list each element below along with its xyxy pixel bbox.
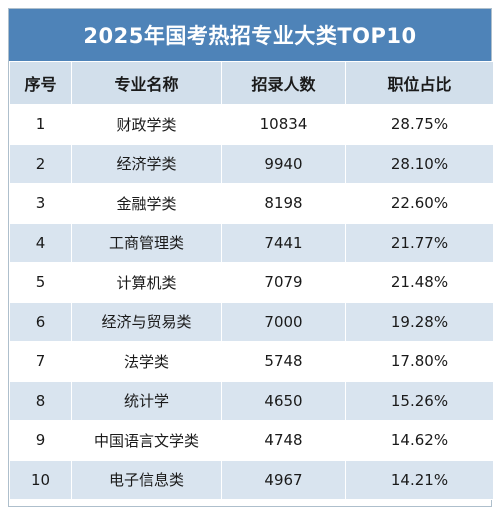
cell-ratio: 21.77%: [345, 222, 494, 263]
table-row: 5 计算机类 7079 21.48%: [9, 262, 494, 303]
cell-ratio: 14.21%: [345, 459, 494, 500]
cell-major: 工商管理类: [71, 222, 222, 263]
ranking-table: 序号 专业名称 招录人数 职位占比 1 财政学类 10834 28.75% 2 …: [9, 61, 494, 500]
cell-rank: 2: [9, 143, 72, 184]
cell-count: 4748: [221, 420, 346, 461]
header-row: 序号 专业名称 招录人数 职位占比: [9, 61, 494, 105]
header-count: 招录人数: [221, 61, 346, 105]
cell-major: 经济与贸易类: [71, 301, 222, 342]
table-row: 2 经济学类 9940 28.10%: [9, 143, 494, 184]
cell-count: 5748: [221, 341, 346, 382]
table-card: 2025年国考热招专业大类TOP10 序号 专业名称 招录人数 职位占比 1 财…: [8, 8, 494, 507]
cell-ratio: 17.80%: [345, 341, 494, 382]
cell-major: 经济学类: [71, 143, 222, 184]
header-major: 专业名称: [71, 61, 222, 105]
cell-rank: 6: [9, 301, 72, 342]
cell-count: 7000: [221, 301, 346, 342]
cell-ratio: 21.48%: [345, 262, 494, 303]
cell-count: 9940: [221, 143, 346, 184]
table-row: 10 电子信息类 4967 14.21%: [9, 459, 494, 500]
cell-major: 统计学: [71, 380, 222, 421]
cell-count: 4967: [221, 459, 346, 500]
table-row: 6 经济与贸易类 7000 19.28%: [9, 301, 494, 342]
cell-ratio: 19.28%: [345, 301, 494, 342]
cell-major: 中国语言文学类: [71, 420, 222, 461]
table-row: 7 法学类 5748 17.80%: [9, 341, 494, 382]
cell-count: 8198: [221, 183, 346, 224]
cell-major: 计算机类: [71, 262, 222, 303]
cell-rank: 8: [9, 380, 72, 421]
cell-rank: 5: [9, 262, 72, 303]
cell-ratio: 14.62%: [345, 420, 494, 461]
cell-rank: 7: [9, 341, 72, 382]
cell-count: 7441: [221, 222, 346, 263]
cell-count: 4650: [221, 380, 346, 421]
cell-rank: 1: [9, 104, 72, 145]
cell-major: 法学类: [71, 341, 222, 382]
cell-major: 财政学类: [71, 104, 222, 145]
table-row: 3 金融学类 8198 22.60%: [9, 183, 494, 224]
cell-ratio: 28.10%: [345, 143, 494, 184]
cell-major: 金融学类: [71, 183, 222, 224]
table-row: 4 工商管理类 7441 21.77%: [9, 222, 494, 263]
cell-ratio: 28.75%: [345, 104, 494, 145]
table-row: 8 统计学 4650 15.26%: [9, 380, 494, 421]
table-row: 1 财政学类 10834 28.75%: [9, 104, 494, 145]
header-ratio: 职位占比: [345, 61, 494, 105]
cell-rank: 10: [9, 459, 72, 500]
cell-major: 电子信息类: [71, 459, 222, 500]
table-row: 9 中国语言文学类 4748 14.62%: [9, 420, 494, 461]
cell-ratio: 15.26%: [345, 380, 494, 421]
table-title: 2025年国考热招专业大类TOP10: [9, 9, 491, 61]
cell-count: 7079: [221, 262, 346, 303]
cell-rank: 9: [9, 420, 72, 461]
header-rank: 序号: [9, 61, 72, 105]
cell-rank: 4: [9, 222, 72, 263]
cell-rank: 3: [9, 183, 72, 224]
cell-ratio: 22.60%: [345, 183, 494, 224]
cell-count: 10834: [221, 104, 346, 145]
